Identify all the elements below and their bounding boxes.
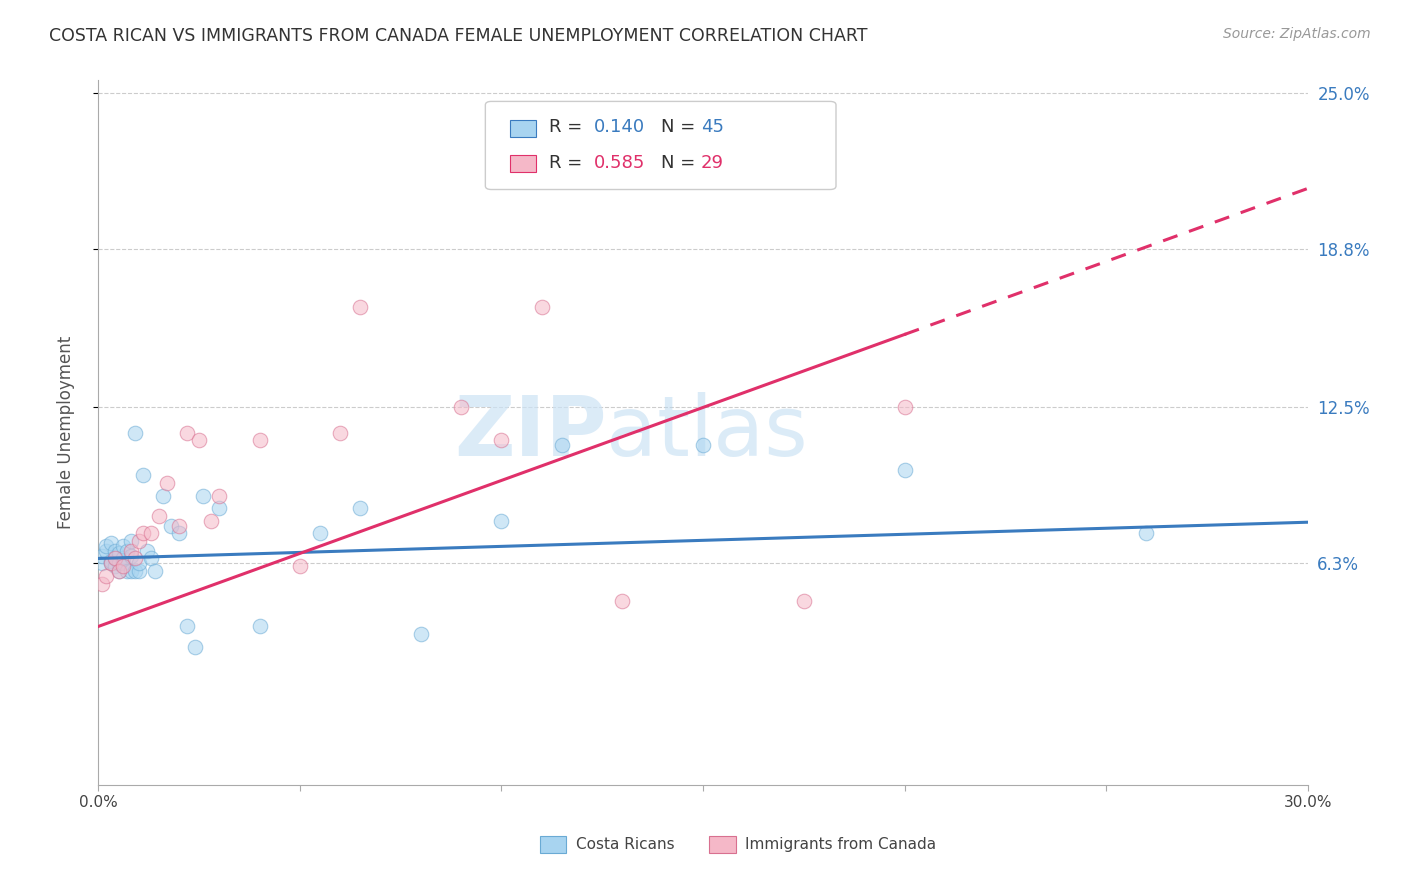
Point — [139, 526, 162, 541]
Point — [692, 438, 714, 452]
Point — [530, 300, 553, 314]
Point — [120, 549, 142, 563]
Point — [612, 594, 634, 608]
Point — [893, 463, 915, 477]
Point — [491, 514, 513, 528]
Point — [111, 557, 134, 571]
Text: 29: 29 — [700, 153, 724, 172]
Text: R =: R = — [550, 153, 589, 172]
Text: R =: R = — [550, 119, 589, 136]
Point — [120, 544, 142, 558]
Point — [135, 544, 157, 558]
Point — [176, 425, 198, 440]
Point — [167, 526, 190, 541]
Point — [107, 564, 129, 578]
Point — [176, 619, 198, 633]
Point — [893, 401, 915, 415]
Point — [96, 544, 118, 558]
Point — [96, 569, 118, 583]
Point — [152, 489, 174, 503]
Text: Source: ZipAtlas.com: Source: ZipAtlas.com — [1223, 27, 1371, 41]
Point — [160, 518, 183, 533]
Text: 45: 45 — [700, 119, 724, 136]
Point — [692, 156, 714, 170]
Point — [409, 627, 432, 641]
Point — [184, 640, 207, 654]
Text: 0.585: 0.585 — [595, 153, 645, 172]
Point — [249, 619, 271, 633]
Point — [249, 433, 271, 447]
Point — [111, 551, 134, 566]
Point — [156, 475, 179, 490]
Text: 0.140: 0.140 — [595, 119, 645, 136]
Y-axis label: Female Unemployment: Female Unemployment — [56, 336, 75, 529]
Point — [551, 438, 574, 452]
FancyBboxPatch shape — [540, 837, 567, 854]
Point — [491, 433, 513, 447]
Point — [124, 551, 146, 566]
Point — [91, 549, 114, 563]
Point — [309, 526, 332, 541]
Point — [115, 544, 138, 558]
Text: COSTA RICAN VS IMMIGRANTS FROM CANADA FEMALE UNEMPLOYMENT CORRELATION CHART: COSTA RICAN VS IMMIGRANTS FROM CANADA FE… — [49, 27, 868, 45]
Point — [120, 564, 142, 578]
Point — [115, 564, 138, 578]
Point — [120, 533, 142, 548]
Point — [111, 539, 134, 553]
Point — [100, 536, 122, 550]
FancyBboxPatch shape — [709, 837, 735, 854]
Point — [107, 546, 129, 560]
Point — [288, 559, 311, 574]
Point — [103, 551, 125, 566]
Point — [329, 425, 352, 440]
Point — [91, 557, 114, 571]
Text: N =: N = — [661, 153, 700, 172]
Point — [793, 594, 815, 608]
Point — [349, 501, 371, 516]
Point — [103, 559, 125, 574]
Point — [107, 557, 129, 571]
Point — [200, 514, 222, 528]
Point — [132, 468, 155, 483]
Point — [167, 518, 190, 533]
Point — [103, 551, 125, 566]
Point — [143, 564, 166, 578]
Text: ZIP: ZIP — [454, 392, 606, 473]
Point — [128, 557, 150, 571]
Point — [1135, 526, 1157, 541]
Point — [103, 544, 125, 558]
FancyBboxPatch shape — [485, 102, 837, 189]
Point — [124, 425, 146, 440]
Text: Costa Ricans: Costa Ricans — [576, 838, 675, 853]
Point — [96, 539, 118, 553]
FancyBboxPatch shape — [509, 120, 536, 136]
Point — [111, 559, 134, 574]
Point — [128, 533, 150, 548]
Point — [128, 564, 150, 578]
Text: N =: N = — [661, 119, 700, 136]
Point — [132, 526, 155, 541]
Point — [91, 576, 114, 591]
FancyBboxPatch shape — [509, 155, 536, 172]
Point — [100, 554, 122, 568]
Point — [107, 564, 129, 578]
Point — [188, 433, 211, 447]
Point — [139, 551, 162, 566]
Point — [124, 564, 146, 578]
Point — [349, 300, 371, 314]
Text: Immigrants from Canada: Immigrants from Canada — [745, 838, 936, 853]
Point — [148, 508, 170, 523]
Text: atlas: atlas — [606, 392, 808, 473]
Point — [450, 401, 472, 415]
Point — [193, 489, 215, 503]
Point — [208, 501, 231, 516]
Point — [100, 557, 122, 571]
Point — [100, 557, 122, 571]
Point — [208, 489, 231, 503]
